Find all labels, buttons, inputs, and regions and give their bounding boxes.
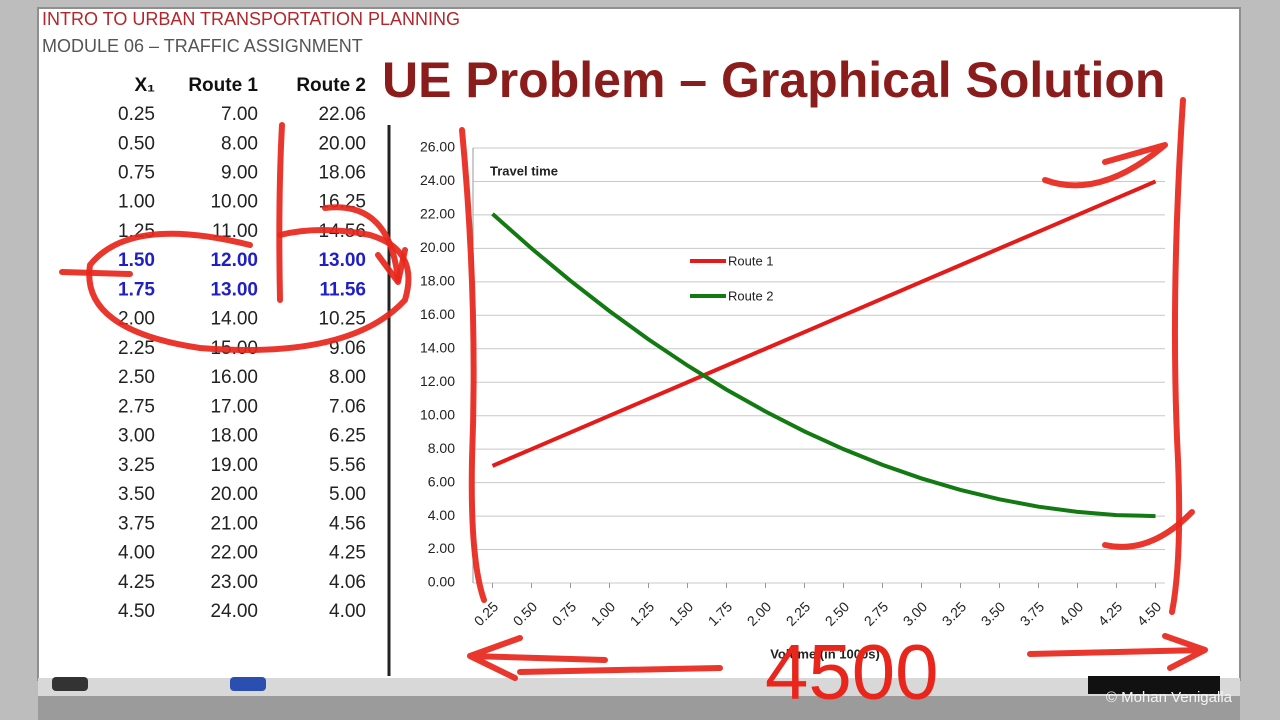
table-cell: 0.25 bbox=[118, 104, 155, 125]
table-cell: 12.00 bbox=[210, 250, 258, 271]
table-cell: 3.25 bbox=[118, 455, 155, 476]
table-cell: 5.00 bbox=[329, 484, 366, 505]
tray-bottom bbox=[38, 696, 1240, 720]
eraser bbox=[1088, 676, 1220, 694]
handwriting: 4500 bbox=[59, 97, 1208, 716]
table-cell: 3.50 bbox=[118, 484, 155, 505]
table-cell: 4.06 bbox=[329, 572, 366, 593]
ink-stroke bbox=[459, 127, 487, 603]
y-tick-label: 18.00 bbox=[420, 273, 455, 289]
table-cell: 17.00 bbox=[210, 396, 258, 417]
legend-label: Route 2 bbox=[728, 288, 774, 303]
series-line bbox=[491, 212, 1156, 519]
table-cell: 23.00 bbox=[210, 572, 258, 593]
table-cell: 3.75 bbox=[118, 513, 155, 534]
series-line bbox=[491, 179, 1157, 468]
table-cell: 9.00 bbox=[221, 162, 258, 183]
table-cell: 7.06 bbox=[329, 396, 366, 417]
table-cell: 8.00 bbox=[221, 133, 258, 154]
table-cell: 4.00 bbox=[329, 601, 366, 622]
ink-stroke bbox=[322, 204, 401, 283]
y-tick-label: 16.00 bbox=[420, 306, 455, 322]
table-cell: 4.56 bbox=[329, 513, 366, 534]
ink-stroke bbox=[276, 122, 285, 303]
y-tick-label: 20.00 bbox=[420, 239, 455, 255]
table-cell: 10.00 bbox=[210, 192, 258, 213]
legend-label: Route 1 bbox=[728, 253, 774, 268]
y-tick-label: 24.00 bbox=[420, 172, 455, 188]
table-cell: 22.00 bbox=[210, 543, 258, 564]
table-cell: 1.50 bbox=[118, 250, 155, 271]
table-cell: 18.00 bbox=[210, 426, 258, 447]
table-cell: 10.25 bbox=[318, 309, 366, 330]
table-cell: 2.75 bbox=[118, 396, 155, 417]
table-cell: 4.00 bbox=[118, 543, 155, 564]
ink-stroke bbox=[1169, 97, 1186, 615]
y-tick-label: 0.00 bbox=[428, 574, 455, 590]
table-cell: 2.25 bbox=[118, 338, 155, 359]
ink-stroke bbox=[1042, 142, 1168, 189]
table-cell: 6.25 bbox=[329, 426, 366, 447]
y-tick-label: 4.00 bbox=[428, 507, 455, 523]
table-cell: 4.25 bbox=[118, 572, 155, 593]
table-cell: 0.75 bbox=[118, 162, 155, 183]
table-cell: 13.00 bbox=[210, 279, 258, 300]
y-tick-label: 2.00 bbox=[428, 540, 455, 556]
table-cell: 4.25 bbox=[329, 543, 366, 564]
ink-stroke bbox=[1102, 509, 1195, 550]
marker bbox=[230, 677, 266, 691]
slide-title: UE Problem – Graphical Solution bbox=[382, 52, 1165, 108]
ink-stroke bbox=[1027, 633, 1208, 671]
y-tick-label: 14.00 bbox=[420, 339, 455, 355]
y-tick-label: 8.00 bbox=[428, 440, 455, 456]
ink-stroke bbox=[86, 227, 412, 353]
y-tick-label: 10.00 bbox=[420, 406, 455, 422]
table-cell: 1.75 bbox=[118, 279, 155, 300]
column-header: Route 1 bbox=[188, 75, 258, 96]
table-cell: 21.00 bbox=[210, 513, 258, 534]
table-cell: 4.50 bbox=[118, 601, 155, 622]
column-header: X₁ bbox=[134, 75, 155, 96]
handwritten-note: 4500 bbox=[765, 628, 939, 716]
module-title: MODULE 06 – TRAFFIC ASSIGNMENT bbox=[42, 36, 363, 56]
ink-stroke bbox=[59, 269, 133, 277]
table-cell: 18.06 bbox=[318, 162, 366, 183]
y-tick-label: 26.00 bbox=[420, 139, 455, 155]
table-cell: 22.06 bbox=[318, 104, 366, 125]
table-cell: 20.00 bbox=[210, 484, 258, 505]
table-cell: 8.00 bbox=[329, 367, 366, 388]
table-cell: 11.56 bbox=[320, 279, 367, 300]
table-cell: 3.00 bbox=[118, 426, 155, 447]
column-header: Route 2 bbox=[296, 75, 366, 96]
y-tick-label: 22.00 bbox=[420, 206, 455, 222]
y-axis-title: Travel time bbox=[490, 163, 558, 178]
copyright: © Mohan Venigalla bbox=[1106, 689, 1233, 706]
board bbox=[37, 7, 1241, 681]
table-cell: 7.00 bbox=[221, 104, 258, 125]
ink-stroke bbox=[467, 635, 723, 681]
table-cell: 9.06 bbox=[329, 338, 366, 359]
table-cell: 24.00 bbox=[210, 601, 258, 622]
x-axis-title: Volume (in 1000s) bbox=[770, 646, 880, 661]
table-cell: 5.56 bbox=[329, 455, 366, 476]
table-cell: 1.00 bbox=[118, 192, 155, 213]
marker bbox=[52, 677, 88, 691]
course-title: INTRO TO URBAN TRANSPORTATION PLANNING bbox=[42, 9, 460, 29]
table-cell: 16.00 bbox=[210, 367, 258, 388]
table-cell: 0.50 bbox=[118, 133, 155, 154]
y-tick-label: 12.00 bbox=[420, 373, 455, 389]
table-cell: 2.50 bbox=[118, 367, 155, 388]
table-cell: 13.00 bbox=[318, 250, 366, 271]
tray bbox=[38, 678, 1240, 696]
table-cell: 19.00 bbox=[210, 455, 258, 476]
table-cell: 20.00 bbox=[318, 133, 366, 154]
y-tick-label: 6.00 bbox=[428, 473, 455, 489]
table-cell: 14.00 bbox=[210, 309, 258, 330]
